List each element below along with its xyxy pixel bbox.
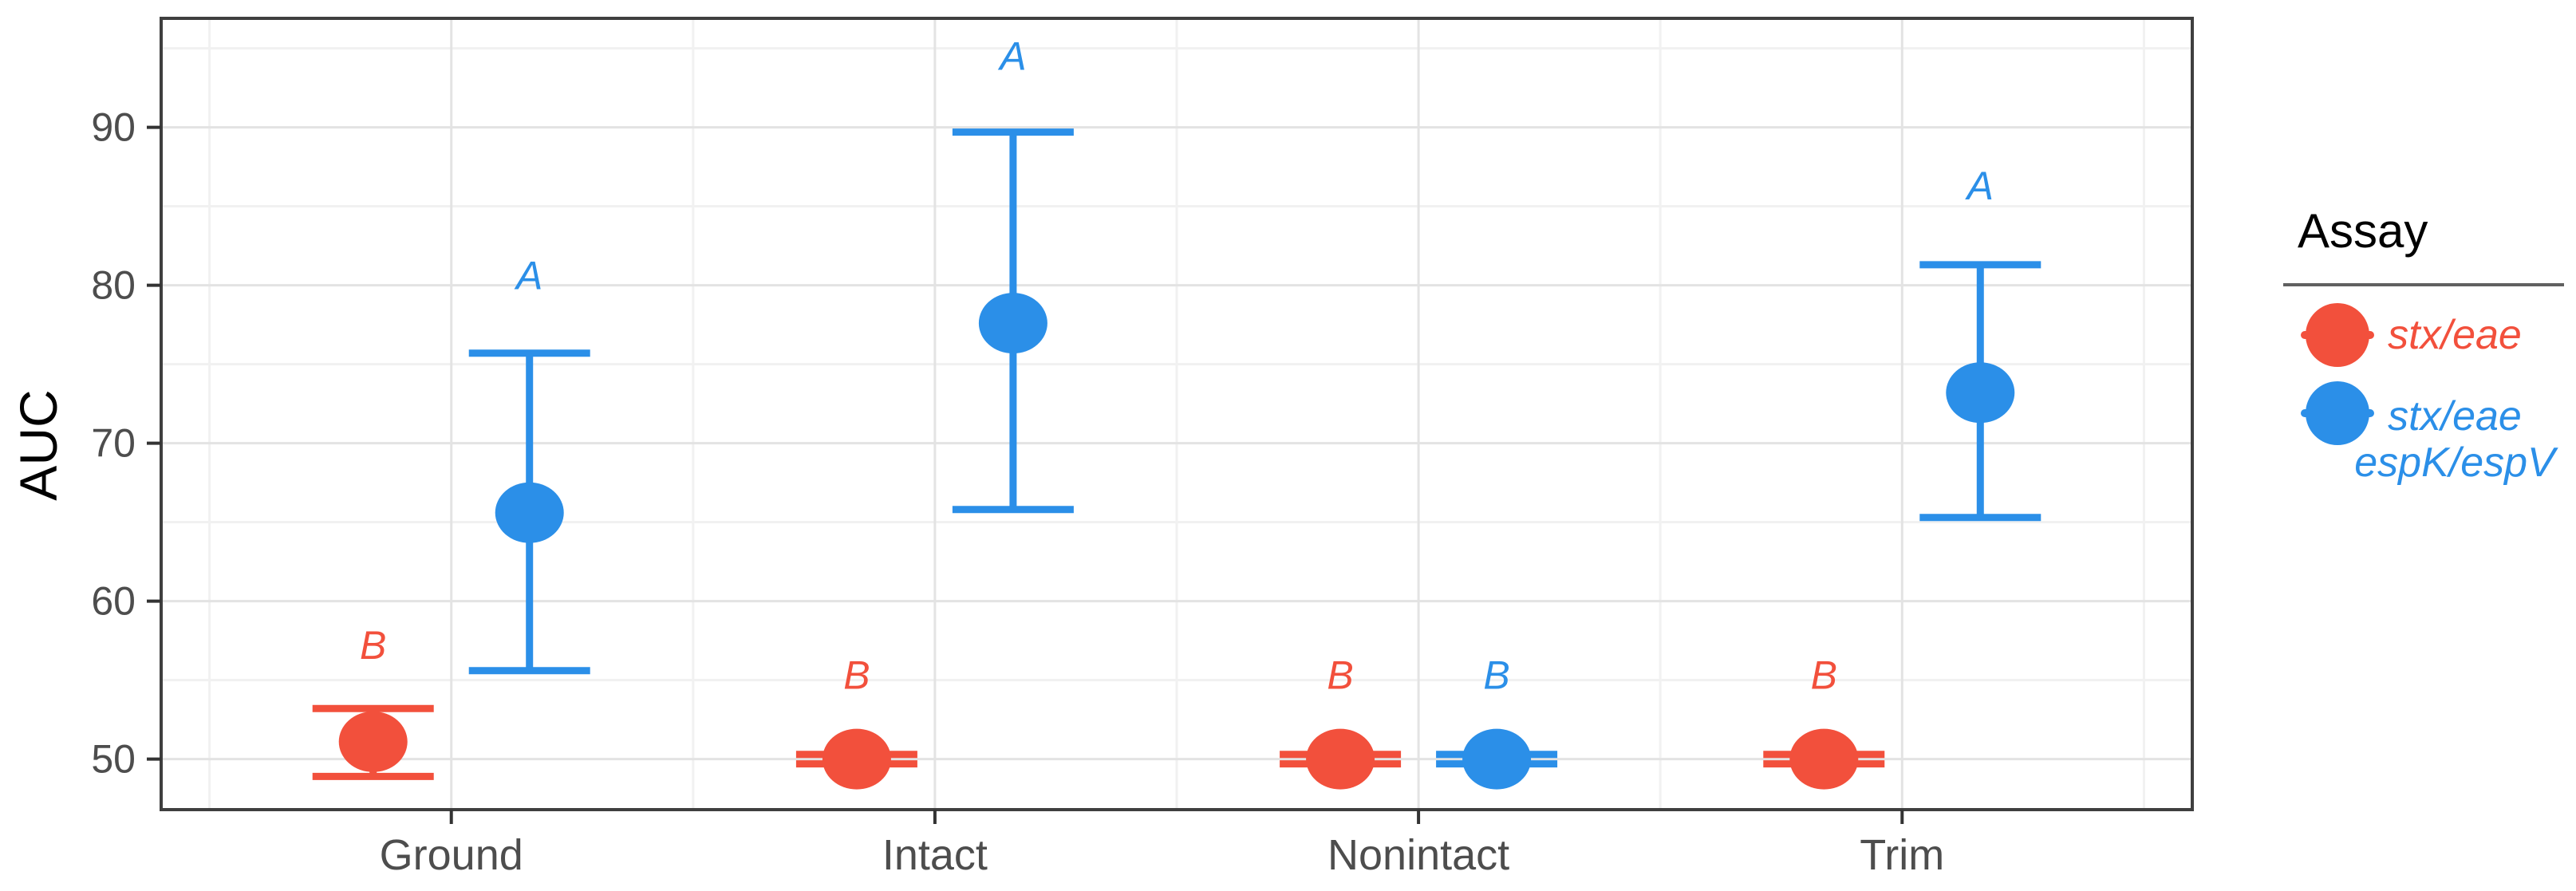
significance-letter: B (360, 623, 386, 668)
y-tick-label: 80 (91, 263, 136, 308)
legend-label-stx-eae-espk-espv: stx/eae espK/espV (2335, 393, 2574, 486)
blue-point-icon (2306, 381, 2369, 445)
data-point (822, 728, 891, 790)
data-point (1946, 362, 2015, 424)
legend-label-stx-eae: stx/eae (2335, 312, 2574, 358)
y-tick-label: 50 (91, 737, 136, 782)
data-point (1306, 728, 1375, 790)
data-point (1462, 728, 1532, 790)
significance-letter: B (1811, 653, 1837, 698)
data-point (1789, 728, 1859, 790)
significance-letter: A (514, 254, 542, 298)
y-axis-title: AUC (9, 389, 68, 501)
legend-label-line: espK/espV (2354, 440, 2555, 486)
significance-letter: A (1965, 164, 1994, 208)
panel-border (160, 17, 2194, 811)
x-tick-label: Nonintact (1327, 831, 1509, 879)
red-point-icon (2306, 303, 2369, 367)
x-tick-label: Intact (882, 831, 988, 879)
legend-title-underline (2283, 283, 2564, 286)
legend-title: Assay (2298, 204, 2428, 258)
significance-letter: B (843, 653, 870, 698)
y-tick-label: 90 (91, 105, 136, 150)
significance-letter: A (997, 34, 1026, 79)
y-tick-label: 60 (91, 579, 136, 624)
legend-label-line: stx/eae (2388, 393, 2522, 440)
legend-label-line: stx/eae (2388, 312, 2522, 358)
data-point (495, 482, 564, 543)
x-tick-label: Ground (380, 831, 523, 879)
data-point (338, 711, 408, 772)
data-point (978, 293, 1047, 354)
x-tick-label: Trim (1860, 831, 1944, 879)
significance-letter: B (1327, 653, 1353, 698)
significance-letter: B (1483, 653, 1509, 698)
y-tick-label: 70 (91, 421, 136, 466)
